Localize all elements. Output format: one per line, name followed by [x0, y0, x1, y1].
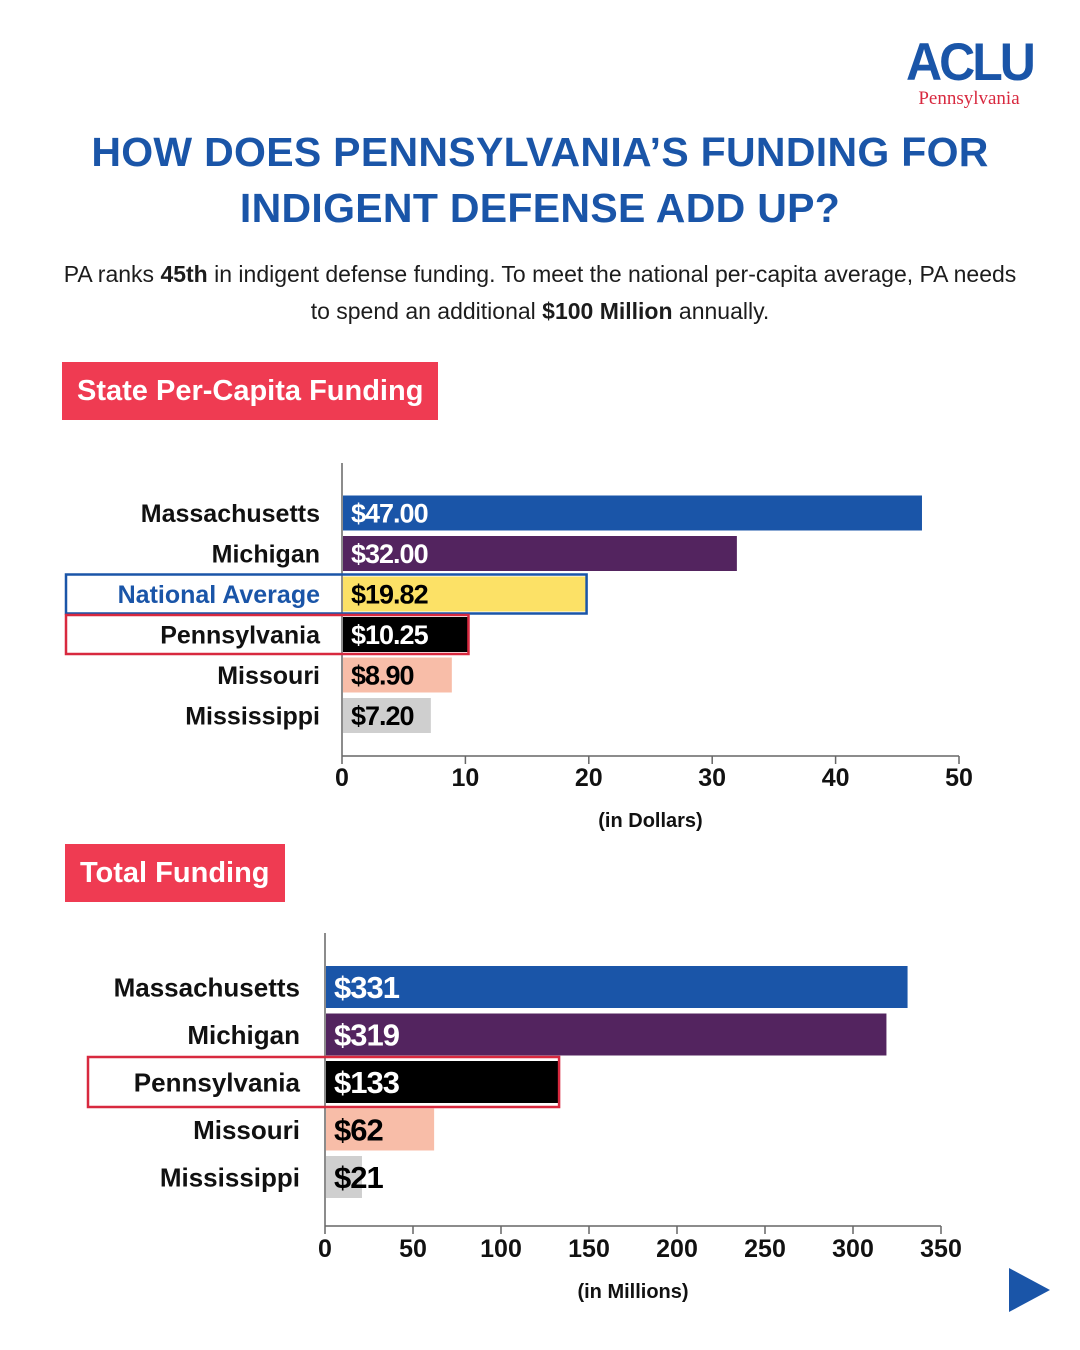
- category-label-michigan: Michigan: [187, 1020, 300, 1050]
- bar-pennsylvania: [326, 1061, 560, 1103]
- aclu-pennsylvania-logo: ACLU Pennsylvania: [906, 32, 1036, 109]
- logo-subtitle: Pennsylvania: [918, 88, 1020, 109]
- category-label-pennsylvania: Pennsylvania: [160, 622, 321, 650]
- value-label-pennsylvania: $10.25: [351, 620, 429, 650]
- value-label-michigan: $319: [334, 1018, 400, 1053]
- bar-missouri: [343, 657, 452, 693]
- category-label-michigan: Michigan: [212, 541, 320, 569]
- x-tick-label: 50: [945, 764, 973, 792]
- category-label-massachusetts: Massachusetts: [114, 972, 300, 1002]
- value-label-national-average: $19.82: [351, 580, 428, 610]
- x-tick-label: 30: [698, 764, 726, 792]
- per-capita-funding-chart: 0 10 20 30 40 50 (in Dollars) Massachusetts $47.…: [64, 463, 973, 832]
- x-tick-label: 350: [920, 1235, 962, 1263]
- bar-mississippi: [343, 698, 431, 733]
- bar-massachusetts: [343, 495, 922, 531]
- bar-missouri: [326, 1108, 435, 1151]
- bar-national-average: [343, 576, 587, 612]
- value-label-michigan: $32.00: [351, 539, 428, 569]
- x-tick-label: 250: [744, 1235, 786, 1263]
- bar-massachusetts: [326, 966, 908, 1008]
- x-tick-label: 0: [318, 1235, 332, 1263]
- value-label-massachusetts: $47.00: [351, 499, 428, 529]
- x-tick-label: 300: [832, 1235, 874, 1263]
- page-title: HOW DOES PENNSYLVANIA’S FUNDING FOR INDI…: [91, 129, 989, 231]
- value-label-mississippi: $21: [334, 1160, 383, 1195]
- total-funding-section-title: Total Funding: [65, 844, 285, 902]
- highlight-outline-pennsylvania: [86, 1055, 561, 1109]
- total-funding-chart: 0 50 100 150 200 250 300 350 (in Millions) Massac…: [86, 933, 962, 1303]
- value-label-mississippi: $7.20: [351, 701, 414, 731]
- highlight-outline-pennsylvania: [64, 613, 470, 656]
- category-label-pennsylvania: Pennsylvania: [134, 1067, 301, 1097]
- x-axis-label: (in Dollars): [598, 810, 702, 832]
- x-tick-label: 20: [575, 764, 603, 792]
- category-label-mississippi: Mississippi: [160, 1162, 300, 1192]
- logo-mark: ACLU: [906, 32, 1036, 92]
- x-tick-label: 10: [451, 764, 479, 792]
- play-right-arrow-icon[interactable]: [1009, 1268, 1051, 1312]
- bar-michigan: [343, 536, 737, 571]
- category-label-massachusetts: Massachusetts: [141, 500, 320, 528]
- category-label-missouri: Missouri: [217, 662, 320, 690]
- subtitle-text-1: PA ranks: [63, 261, 161, 287]
- value-label-pennsylvania: $133: [334, 1065, 400, 1100]
- category-label-national-average: National Average: [118, 581, 320, 609]
- highlight-outline-national-average: [64, 573, 588, 615]
- per-capita-section-title: State Per-Capita Funding: [62, 362, 439, 420]
- bar-mississippi: [326, 1156, 362, 1198]
- x-tick-label: 200: [656, 1235, 698, 1263]
- x-tick-label: 150: [568, 1235, 610, 1263]
- value-label-missouri: $8.90: [351, 661, 414, 691]
- bar-pennsylvania: [343, 617, 469, 652]
- category-label-mississippi: Mississippi: [185, 703, 320, 731]
- x-tick-label: 100: [480, 1235, 522, 1263]
- subtitle-text-2: in indigent defense funding. To meet the…: [207, 261, 1017, 324]
- value-label-massachusetts: $331: [334, 970, 400, 1005]
- x-tick-label: 50: [399, 1235, 427, 1263]
- page-subtitle: PA ranks 45th in indigent defense fundin…: [60, 256, 1020, 330]
- subtitle-amount: $100 Million: [542, 298, 673, 324]
- value-label-missouri: $62: [334, 1113, 383, 1148]
- subtitle-rank: 45th: [160, 261, 208, 287]
- bar-michigan: [326, 1013, 887, 1056]
- x-tick-label: 0: [335, 764, 349, 792]
- subtitle-text-3: annually.: [672, 298, 770, 324]
- category-label-missouri: Missouri: [193, 1115, 300, 1145]
- x-tick-label: 40: [822, 764, 850, 792]
- x-axis-label: (in Millions): [577, 1281, 688, 1303]
